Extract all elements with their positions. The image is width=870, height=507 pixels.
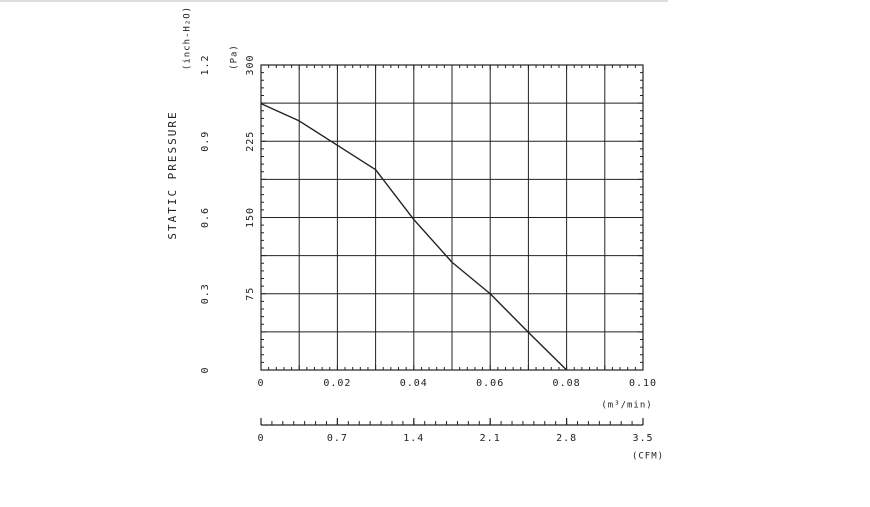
x-tick-label: 0.10 xyxy=(629,378,657,389)
y-unit: (Pa) xyxy=(230,44,240,70)
x-tick-label: 0.06 xyxy=(476,378,504,389)
y-tick-label: 75 xyxy=(245,287,256,301)
x2-tick-label: 2.8 xyxy=(556,433,577,444)
x-unit: (m³/min) xyxy=(601,401,652,411)
pq-curve xyxy=(260,102,568,371)
y-tick-label: 300 xyxy=(245,54,256,75)
x2-tick-label: 3.5 xyxy=(632,433,653,444)
y2-tick-label: 1.2 xyxy=(200,54,211,75)
x-tick-label: 0.08 xyxy=(553,378,581,389)
y2-tick-label: 0.3 xyxy=(200,283,211,304)
x2-tick-label: 1.4 xyxy=(403,433,424,444)
y2-tick-label: 0.6 xyxy=(200,207,211,228)
x2-unit: (CFM) xyxy=(632,452,664,462)
y-axis-label: STATIC PRESSURE xyxy=(166,110,179,239)
y-tick-label: 225 xyxy=(245,131,256,152)
y2-tick-label: 0.9 xyxy=(200,131,211,152)
y2-tick-label: 0 xyxy=(200,366,211,373)
x2-tick-label: 2.1 xyxy=(480,433,501,444)
x-tick-label: 0.04 xyxy=(400,378,428,389)
x2-tick-label: 0 xyxy=(257,433,264,444)
y2-unit: (inch-H₂O) xyxy=(183,6,193,70)
x-tick-label: 0.02 xyxy=(323,378,351,389)
x-tick-label: 0 xyxy=(257,378,264,389)
y-tick-label: 150 xyxy=(245,207,256,228)
x2-tick-label: 0.7 xyxy=(327,433,348,444)
